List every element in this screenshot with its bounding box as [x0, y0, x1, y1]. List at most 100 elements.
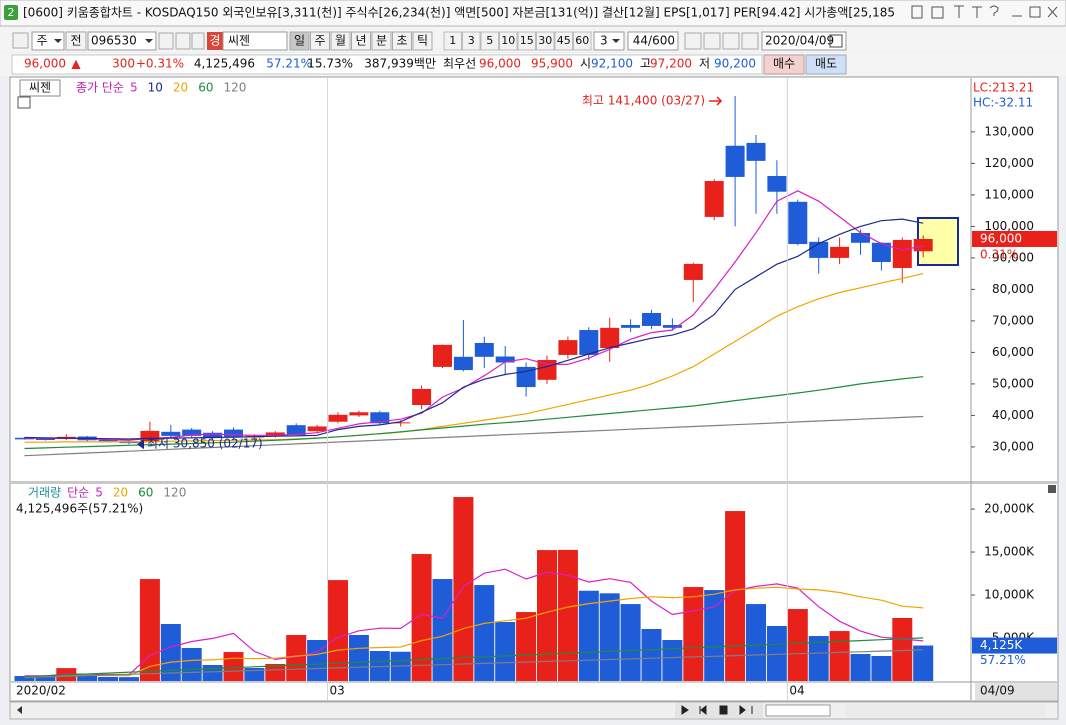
cursor-date-box: [975, 683, 1057, 700]
badge: [207, 32, 223, 50]
last-change-label: 0.31%: [980, 247, 1018, 261]
buy-button[interactable]: [763, 54, 805, 75]
drawing-tools[interactable]: [845, 704, 1045, 717]
period-button[interactable]: [392, 31, 412, 51]
interval-button[interactable]: [499, 31, 518, 51]
settings-icon[interactable]: [741, 32, 759, 50]
volume-bar: [223, 652, 244, 681]
table-icon[interactable]: [17, 96, 31, 109]
y-tick-label: 15,000K: [984, 545, 1035, 559]
sell-text: 매도: [815, 57, 837, 71]
volume-bar: [77, 674, 98, 681]
volume-bar: [369, 650, 390, 681]
quote-low-label: 저: [699, 57, 710, 71]
icon-font[interactable]: [972, 6, 982, 18]
candle-body: [871, 242, 891, 262]
interval-button[interactable]: [517, 31, 536, 51]
scroll-left[interactable]: [17, 706, 22, 714]
pane-close[interactable]: [1048, 485, 1056, 493]
y-tick-label: 60,000: [992, 345, 1034, 359]
name-box[interactable]: [222, 31, 288, 51]
market-select[interactable]: [31, 31, 65, 51]
interval-button[interactable]: [443, 31, 462, 51]
low-arrow: [137, 439, 144, 450]
interval-button[interactable]: [554, 31, 573, 51]
candle-body: [328, 414, 348, 422]
icon-help[interactable]: [989, 5, 999, 16]
date-input[interactable]: [761, 31, 847, 51]
save-icon[interactable]: [722, 32, 740, 50]
volume-bar: [139, 579, 160, 681]
interval-button[interactable]: [480, 31, 499, 51]
zoom-slider[interactable]: [765, 704, 831, 717]
candle-body: [725, 145, 745, 177]
period-button[interactable]: [351, 31, 371, 51]
interval-label: 5: [486, 34, 493, 47]
quote-best-ask: 96,000: [479, 57, 521, 71]
legend-label: 단순: [67, 486, 89, 500]
period-label: 일: [294, 34, 305, 48]
sell-button[interactable]: [805, 54, 847, 75]
legend-entry: 10: [148, 81, 163, 95]
candle-body: [830, 246, 850, 258]
icon-copy[interactable]: [911, 5, 923, 19]
tool-icon[interactable]: [684, 32, 702, 50]
y-tick-label: 40,000: [992, 408, 1034, 422]
candle-body: [892, 239, 912, 268]
candle-body: [433, 344, 452, 367]
volume-bar: [892, 617, 913, 681]
code-input[interactable]: [87, 31, 157, 51]
volume-bar: [202, 665, 223, 681]
menu-icon[interactable]: [12, 32, 29, 49]
last-ratio-label: 57.21%: [980, 653, 1026, 667]
window-icons: [911, 5, 1058, 19]
period-button[interactable]: [412, 31, 433, 51]
calendar-icon[interactable]: [829, 34, 843, 48]
legend-entry: 20: [173, 81, 188, 95]
volume-bar: [453, 497, 474, 681]
volume-bar: [578, 590, 599, 681]
legend-entry: 60: [198, 81, 213, 95]
y-tick-label: 50,000: [992, 376, 1034, 390]
pane-separator: [11, 481, 1057, 484]
volume-bar: [495, 622, 516, 681]
volume-bar: [474, 585, 495, 681]
volume-bar: [662, 639, 683, 681]
y-tick-label: 30,000: [992, 439, 1034, 453]
tab-number: 2: [8, 6, 15, 19]
x-tick-label: 2020/02: [16, 684, 66, 698]
interval-label: 3: [468, 34, 475, 47]
tool-icon[interactable]: [703, 32, 721, 50]
interval-button[interactable]: [573, 31, 592, 51]
close[interactable]: [1047, 6, 1058, 18]
period-button[interactable]: [289, 31, 310, 51]
option-icon[interactable]: [191, 32, 205, 50]
quote-low: 90,200: [714, 57, 756, 71]
volume-bar: [537, 550, 557, 681]
buy-text: 매수: [773, 57, 795, 71]
period-button[interactable]: [371, 31, 392, 51]
interval-label: 1: [449, 34, 456, 47]
range-text: 44/600: [633, 34, 675, 48]
candle-body: [349, 412, 369, 416]
legend-entry: 120: [223, 81, 246, 95]
interval-button[interactable]: [536, 31, 555, 51]
interval-button[interactable]: [462, 31, 481, 51]
icon-window[interactable]: [931, 6, 944, 19]
period-button[interactable]: [310, 31, 330, 51]
volume-bar: [307, 639, 328, 681]
sound-icon[interactable]: [175, 32, 191, 50]
playback-icons: [681, 704, 753, 716]
playback-controls[interactable]: [675, 703, 763, 718]
y-tick-label: 100,000: [984, 219, 1034, 233]
period-button[interactable]: [330, 31, 351, 51]
prev-button[interactable]: [65, 31, 87, 51]
maximize[interactable]: [1029, 6, 1041, 18]
candle-body: [224, 429, 243, 437]
count-select[interactable]: [593, 31, 625, 51]
icon-pin[interactable]: [954, 5, 964, 18]
period-label: 주: [314, 34, 325, 48]
y-tick-label: 70,000: [992, 313, 1034, 327]
search-icon[interactable]: [158, 32, 174, 50]
quote-amount: 387,939백만: [364, 57, 436, 71]
